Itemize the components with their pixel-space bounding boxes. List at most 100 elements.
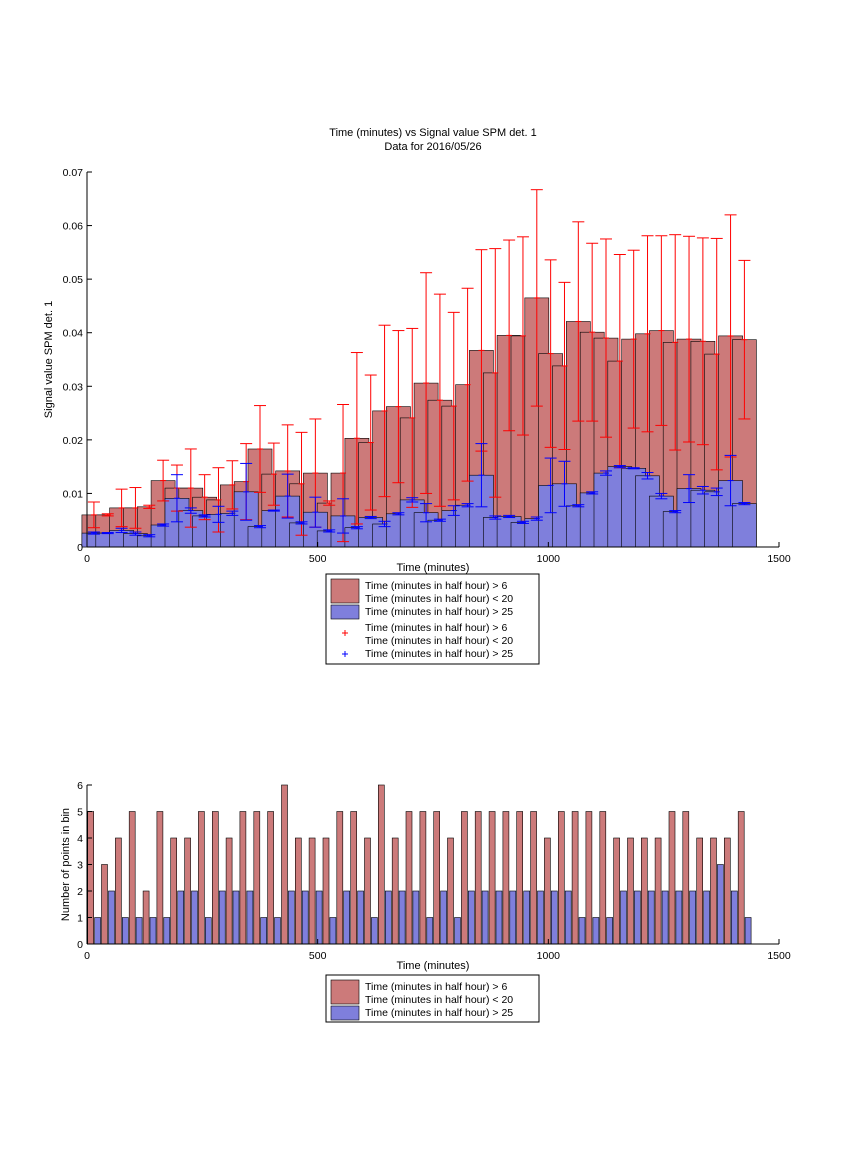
signal-legend-swatch-blue (330, 604, 360, 620)
chart-title: Time (minutes) vs Signal value SPM det. … (329, 127, 536, 139)
count-bar-blue (177, 890, 184, 945)
signal-errorbar-blue (267, 509, 280, 512)
signal-errorbar-blue (696, 485, 709, 495)
signal-x-tick-label: 1000 (537, 553, 561, 565)
count-bar-blue (661, 890, 669, 945)
count-bar-red (253, 811, 261, 945)
count-bar-red (377, 784, 385, 945)
signal-errorbar-red (433, 293, 446, 507)
count-x-tick-label: 1000 (537, 950, 561, 962)
count-x-ticks: 0 500 1000 1500 (84, 939, 791, 962)
count-bar-blue (467, 890, 475, 945)
count-bar-blue (301, 890, 309, 945)
signal-errorbar-blue (558, 460, 571, 507)
signal-errorbar-blue (240, 462, 253, 521)
signal-errorbar-red (641, 235, 654, 433)
signal-errorbar-red (129, 487, 142, 529)
count-bar-red (115, 837, 122, 945)
count-bar-red (530, 811, 537, 945)
count-bar-red (267, 811, 274, 945)
signal-errorbar-blue (530, 516, 543, 521)
signal-errorbar-blue (184, 507, 197, 514)
signal-y-ticks: 0 0.01 0.02 0.03 0.04 0.05 0.06 0.07 (63, 167, 92, 554)
count-bar-red (391, 837, 399, 945)
signal-y-tick-label: 0.04 (63, 328, 84, 340)
signal-errorbar-red (461, 287, 474, 482)
count-bar-blue (634, 890, 641, 945)
count-bar-blue (371, 917, 378, 945)
signal-errorbar-red (254, 405, 266, 493)
count-legend-swatch-blue (330, 1005, 360, 1021)
count-bar-blue (454, 917, 461, 945)
count-bar-red (350, 811, 358, 945)
count-bar-red (571, 811, 579, 945)
count-bar-red (682, 811, 690, 945)
signal-errorbar-blue (198, 514, 211, 518)
signal-errorbar-red (406, 327, 419, 508)
signal-errorbar-blue (738, 502, 751, 506)
count-bar-blue (274, 917, 281, 945)
count-bar-red (87, 811, 94, 945)
signal-errorbar-red (627, 249, 640, 429)
signal-errorbar-blue (489, 515, 502, 520)
signal-errorbar-blue (669, 510, 682, 514)
count-bar-blue (412, 890, 420, 945)
count-y-tick-label: 3 (77, 860, 83, 872)
count-bar-blue (606, 917, 614, 945)
count-bar-blue (329, 917, 337, 945)
count-bar-blue (108, 890, 115, 945)
signal-errorbar-red (378, 324, 391, 498)
count-bar-blue (620, 890, 627, 945)
count-bar-blue (218, 890, 226, 945)
signal-legend-label: Time (minutes in half hour) > 25 (365, 648, 513, 660)
count-bar-red (405, 811, 413, 945)
count-y-tick-label: 5 (77, 807, 83, 819)
signal-errorbar-blue (378, 520, 391, 528)
signal-errorbar-blue (544, 457, 557, 514)
signal-errorbar-red (530, 189, 543, 407)
count-bar-blue (675, 890, 683, 945)
signal-errorbar-red (364, 374, 377, 511)
count-bar-blue (578, 917, 586, 945)
count-x-tick-label: 1500 (767, 950, 791, 962)
signal-errorbar-red (392, 330, 405, 484)
signal-errorbar-red (696, 237, 709, 446)
signal-legend-label: Time (minutes in half hour) < 20 (365, 593, 513, 605)
signal-x-tick-label: 500 (309, 553, 327, 565)
count-bar-blue (730, 890, 738, 945)
count-bar-red (419, 811, 427, 945)
signal-errorbar-blue (503, 514, 516, 519)
count-bar-red (640, 837, 648, 945)
signal-x-tick-label: 0 (84, 553, 90, 565)
signal-errorbar-red (600, 238, 612, 438)
signal-errorbar-blue (226, 510, 239, 516)
signal-errorbar-red (669, 234, 682, 451)
signal-errorbar-blue (475, 443, 488, 508)
count-bar-red (308, 837, 316, 945)
count-bar-red (447, 837, 454, 945)
signal-errorbar-blue (170, 474, 183, 523)
count-bar-red (710, 837, 717, 945)
count-y-tick-label: 2 (77, 886, 83, 898)
count-legend-label: Time (minutes in half hour) < 20 (365, 994, 513, 1006)
count-bar-red (488, 811, 496, 945)
signal-legend-label: Time (minutes in half hour) > 6 (365, 622, 507, 634)
count-bar-blue (315, 890, 323, 945)
count-bar-blue (149, 917, 157, 945)
count-bar-red (364, 837, 371, 945)
count-bar-blue (550, 890, 558, 945)
signal-errorbar-red (115, 488, 128, 528)
signal-y-tick-label: 0.03 (63, 381, 84, 393)
count-bar-red (142, 890, 150, 945)
count-x-tick-label: 500 (309, 950, 327, 962)
signal-errorbar-blue (683, 474, 696, 504)
count-bar-red (461, 811, 468, 945)
count-bar-red (281, 784, 288, 945)
count-y-tick-label: 1 (77, 913, 83, 925)
signal-errorbar-red (420, 272, 433, 494)
signal-errorbar-red (323, 500, 336, 506)
signal-x-tick-label: 1500 (767, 553, 791, 565)
signal-legend-marker-blue (342, 651, 348, 657)
signal-errorbar-blue (295, 521, 308, 525)
signal-errorbar-red (655, 235, 668, 426)
